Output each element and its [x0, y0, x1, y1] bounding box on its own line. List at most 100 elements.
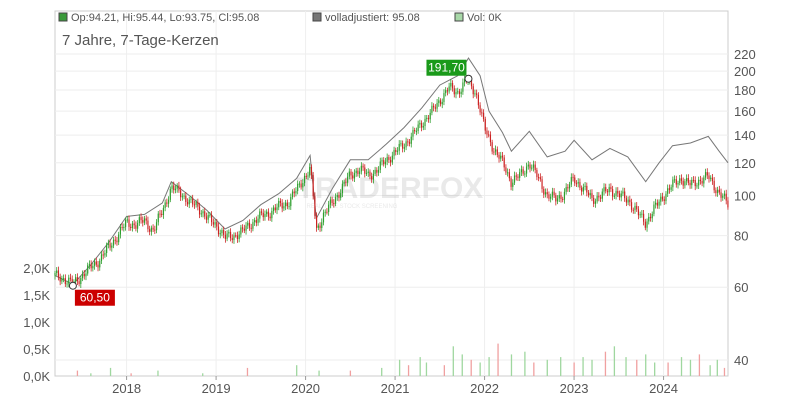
candle-body [627, 199, 629, 203]
candle-body [178, 185, 180, 191]
candle-body [150, 227, 152, 232]
candle-body [513, 175, 516, 183]
candle-body [350, 171, 352, 176]
candle-body [119, 227, 121, 235]
candle-body [276, 207, 278, 211]
candle-body [286, 202, 288, 207]
candle-body [398, 143, 400, 151]
candle-body [679, 178, 681, 183]
candle-body [617, 190, 619, 194]
candle-body [641, 213, 643, 215]
candle-body [340, 193, 342, 198]
candle-body [498, 154, 500, 159]
candle-body [448, 86, 450, 92]
volume-bar [398, 359, 401, 376]
candle-body [321, 222, 323, 228]
candle-body [353, 173, 356, 179]
candle-body [83, 273, 85, 277]
candle-body [565, 187, 567, 192]
volume-bar [443, 365, 446, 376]
candle-body [439, 100, 442, 105]
candle-body [336, 194, 338, 198]
candle-body [352, 175, 354, 179]
candle-body [395, 150, 397, 152]
candle-body [548, 194, 550, 199]
candle-body [515, 175, 517, 177]
candle-body [229, 231, 232, 239]
candle-body [424, 118, 426, 127]
candle-body [629, 199, 631, 203]
candle-body [660, 196, 662, 202]
candle-body [285, 202, 287, 207]
candle-body [501, 155, 504, 158]
candle-body [704, 172, 707, 178]
volume-tick-label: 0,0K [23, 369, 50, 384]
candle-body [481, 112, 483, 114]
volume-bar [645, 354, 647, 376]
volume-bar [560, 357, 562, 376]
candle-body [420, 122, 423, 128]
candle-body [594, 201, 597, 204]
candle-body [496, 149, 498, 155]
grid [55, 11, 728, 376]
volume-bar [488, 357, 490, 376]
candle-body [586, 185, 588, 193]
candle-body [687, 178, 689, 183]
legend-ohlc-label: Op:94.21, Hi:95.44, Lo:93.75, Cl:95.08 [71, 12, 259, 24]
candle-body [673, 179, 676, 181]
price-tick-label: 140 [734, 128, 756, 143]
candle-body [680, 178, 683, 181]
legend: Op:94.21, Hi:95.44, Lo:93.75, Cl:95.08 v… [58, 12, 503, 24]
x-tick-label: 2019 [202, 381, 231, 396]
candle-body [706, 172, 708, 176]
volume-bar [689, 359, 692, 376]
candle-body [364, 167, 366, 174]
candle-body [360, 165, 362, 172]
candle-body [534, 164, 536, 170]
legend-adjusted-swatch [312, 12, 322, 22]
candle-body [376, 169, 378, 173]
candle-body [648, 216, 650, 222]
candle-body [625, 198, 627, 203]
candle-body [510, 178, 512, 187]
candle-body [491, 142, 493, 152]
candle-body [472, 86, 474, 95]
candle-body [278, 200, 280, 208]
candle-body [76, 277, 78, 282]
candle-body [131, 223, 134, 228]
candle-body [525, 166, 528, 174]
candle-body [446, 90, 448, 92]
candle-body [123, 227, 125, 229]
candle-body [247, 222, 249, 226]
candle-body [107, 243, 109, 245]
watermark-brand: TRADERFOX [297, 172, 484, 205]
candle-body [267, 211, 270, 217]
candle-body [568, 184, 571, 189]
candle-body [482, 112, 485, 120]
price-tick-label: 100 [734, 189, 756, 204]
candle-body [248, 222, 251, 228]
candle-body [696, 185, 698, 187]
candle-body [723, 193, 726, 196]
candle-body [620, 193, 622, 198]
candle-body [624, 191, 626, 199]
candle-body [359, 171, 361, 174]
candle-body [223, 230, 225, 235]
annotation-marker [464, 74, 473, 83]
volume-bar [419, 357, 421, 376]
candle-body [727, 200, 729, 208]
candle-body [632, 209, 634, 211]
candle-body [252, 222, 254, 229]
candle-body [262, 212, 264, 218]
candle-body [605, 187, 607, 192]
candle-body [393, 150, 395, 156]
candle-body [464, 79, 466, 83]
volume-bar [654, 362, 656, 376]
candle-body [618, 193, 621, 198]
candle-body [426, 117, 428, 119]
candle-body [85, 273, 87, 277]
volume-bar [318, 370, 320, 376]
candle-body [701, 180, 703, 184]
candle-body [718, 189, 720, 193]
candle-body [417, 124, 419, 132]
